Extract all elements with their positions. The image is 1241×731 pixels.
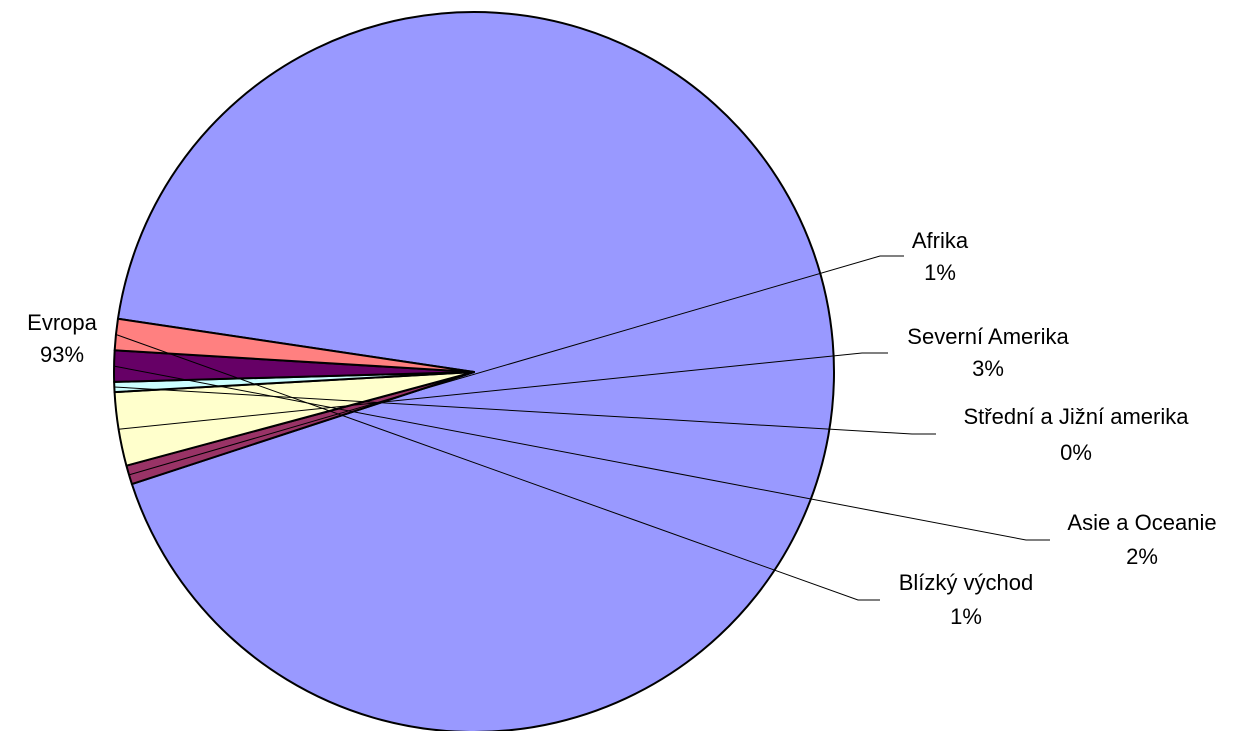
leader-line-3 — [114, 386, 936, 435]
slice-label-afrika: Afrika — [912, 228, 969, 253]
leader-line-4 — [113, 365, 1050, 541]
pie-slice-blizky-vychod — [113, 317, 475, 373]
slice-label-blizky-vychod: Blízký východ — [899, 570, 1034, 595]
pie-slices — [113, 11, 835, 731]
leader-line-2 — [118, 352, 888, 430]
pie-slice-evropa — [116, 11, 835, 731]
slice-percent-stredni-a-jizni-amerika: 0% — [1060, 440, 1092, 465]
slice-label-severni-amerika: Severní Amerika — [907, 324, 1069, 349]
slice-percent-asie-a-oceanie: 2% — [1126, 544, 1158, 569]
slice-label-evropa: Evropa — [27, 310, 97, 335]
slice-percent-afrika: 1% — [924, 260, 956, 285]
slice-label-asie-a-oceanie: Asie a Oceanie — [1067, 510, 1216, 535]
leader-line-1 — [128, 255, 904, 476]
leader-line-5 — [115, 334, 880, 601]
leader-lines — [113, 255, 1050, 601]
slice-percent-evropa: 93% — [40, 342, 84, 367]
slice-percent-blizky-vychod: 1% — [950, 604, 982, 629]
slice-percent-severni-amerika: 3% — [972, 356, 1004, 381]
slice-label-stredni-a-jizni-amerika: Střední a Jižní amerika — [964, 404, 1190, 429]
slice-labels: Evropa 93% Afrika 1% Severní Amerika 3% … — [27, 228, 1216, 629]
